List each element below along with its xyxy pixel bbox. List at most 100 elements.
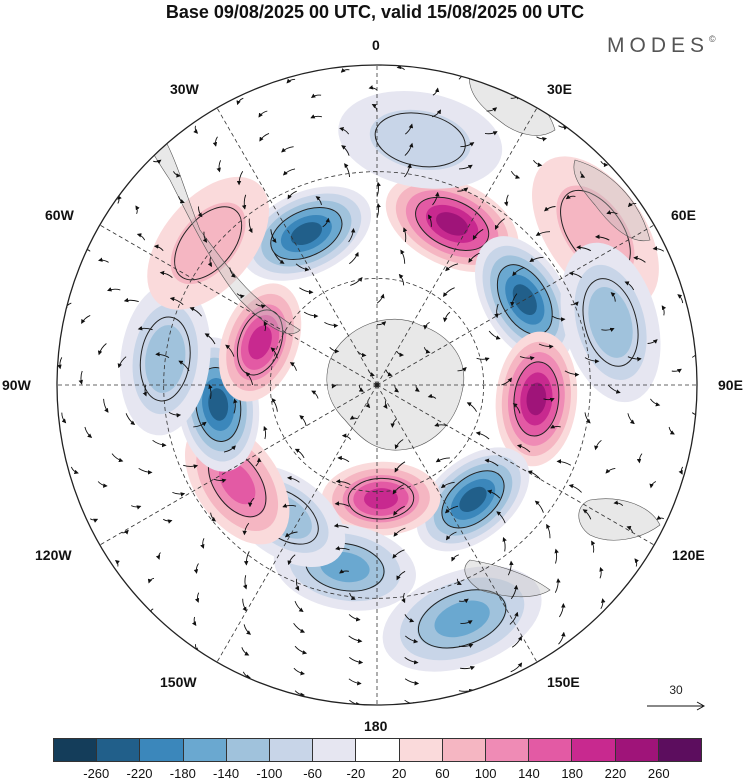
wind-vector — [294, 690, 305, 698]
wind-vector — [393, 527, 406, 537]
wind-vector — [229, 267, 236, 278]
wind-vector — [286, 78, 296, 84]
wind-vector — [427, 393, 437, 399]
wind-vector — [404, 142, 414, 156]
colorbar-tick-label: -100 — [256, 766, 283, 781]
wind-vector — [339, 126, 350, 135]
wind-vector — [396, 570, 406, 581]
wind-vector — [303, 311, 319, 319]
wind-vector — [435, 457, 450, 463]
wind-vector — [652, 246, 665, 252]
wind-vector — [97, 343, 107, 356]
colorbar-tick-label: -220 — [126, 766, 153, 781]
wind-vector — [503, 194, 509, 207]
wind-vector — [510, 170, 521, 179]
wind-vector — [259, 132, 270, 142]
wind-vector — [331, 383, 338, 389]
wind-vector — [311, 390, 319, 399]
wind-vector — [423, 321, 430, 330]
wind-vector — [241, 194, 247, 210]
wind-vector — [456, 578, 462, 585]
wind-vector — [299, 415, 307, 427]
colorbar-tick-label: -140 — [213, 766, 240, 781]
colorbar-segment — [312, 739, 356, 761]
wind-vector — [556, 459, 572, 466]
wind-vector — [404, 678, 420, 686]
wind-vector — [200, 538, 205, 549]
wind-vector — [512, 403, 521, 414]
streamline — [415, 196, 490, 251]
colorbar-tick-label: -60 — [303, 766, 322, 781]
wind-vector — [559, 603, 566, 618]
wind-vector — [529, 256, 544, 262]
wind-vector — [324, 322, 339, 328]
colorbar-tick-label: 60 — [435, 766, 450, 781]
wind-vector — [649, 481, 657, 489]
wind-vector — [656, 515, 664, 520]
wind-vector — [242, 575, 248, 590]
wind-vector — [580, 171, 586, 178]
wind-vector — [458, 643, 474, 648]
wind-vector — [322, 217, 330, 228]
wind-vector — [243, 551, 250, 566]
colorbar-segment — [355, 739, 399, 761]
wind-vector — [509, 611, 519, 625]
anomaly-contour — [459, 486, 487, 513]
lon-label-120e: 120E — [672, 547, 705, 563]
wind-vector — [294, 645, 308, 655]
wind-vector — [394, 384, 400, 393]
wind-vector — [271, 397, 278, 412]
wind-vector — [329, 346, 340, 354]
wind-vector — [335, 479, 351, 485]
wind-vector — [273, 252, 285, 264]
wind-vector — [193, 563, 199, 574]
wind-vector — [207, 257, 212, 268]
wind-vector — [223, 445, 236, 453]
wind-vector — [173, 171, 181, 178]
wind-vector — [546, 523, 551, 539]
anomaly-contour — [219, 461, 256, 505]
wind-vector — [287, 554, 296, 566]
meridian-line — [376, 224, 655, 386]
brand-name: MODES — [607, 34, 710, 57]
brand-logo: MODES© — [607, 34, 716, 58]
streamline — [582, 278, 639, 367]
wind-vector — [393, 505, 405, 516]
wind-vector — [365, 400, 371, 409]
meridian-line — [216, 384, 378, 663]
wind-vector — [636, 453, 643, 464]
wind-vector — [510, 584, 519, 600]
wind-vector — [178, 360, 190, 372]
wind-vector — [445, 263, 459, 272]
wind-vector — [550, 424, 561, 429]
wind-vector — [496, 511, 506, 524]
wind-vector — [565, 194, 576, 200]
wind-vector — [155, 552, 161, 560]
reference-vector: 30 — [645, 683, 707, 719]
streamline — [139, 316, 191, 402]
wind-vector — [137, 326, 153, 331]
streamline — [374, 112, 466, 168]
wind-vector — [382, 400, 388, 409]
wind-vector — [295, 263, 310, 272]
wind-vector — [401, 592, 406, 604]
wind-vector — [568, 271, 582, 278]
wind-vector — [125, 413, 136, 426]
wind-vector — [486, 107, 498, 112]
wind-vector — [334, 501, 350, 507]
lon-label-30w: 30W — [170, 81, 199, 97]
anomaly-contour — [290, 222, 323, 245]
wind-vector — [400, 249, 406, 264]
wind-vector — [605, 467, 616, 474]
wind-vector — [507, 560, 514, 576]
colorbar-segment — [54, 739, 97, 761]
anomaly-contour — [170, 202, 246, 285]
wind-vector — [248, 218, 253, 234]
wind-vector — [404, 657, 419, 665]
wind-vector — [208, 384, 213, 399]
wind-vector — [130, 505, 142, 510]
colorbar-segment — [225, 739, 270, 761]
wind-vector — [337, 455, 350, 463]
wind-vector — [502, 536, 507, 552]
colorbar-tick-label: -20 — [346, 766, 366, 781]
